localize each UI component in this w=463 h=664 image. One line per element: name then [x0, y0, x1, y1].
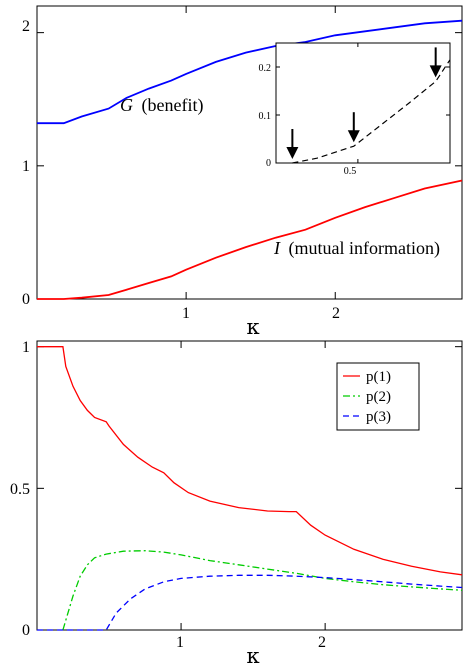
inset-arrow-head-0: [286, 147, 299, 159]
inset-ticks: [276, 43, 450, 164]
bottom-x-axis-title: κ: [246, 644, 259, 664]
bottom-y-tick-label-1: 1: [22, 339, 30, 356]
top-x-tick-label-1: 1: [182, 305, 190, 322]
bottom-series-p1: [37, 346, 463, 576]
top-series: [37, 19, 463, 300]
top-panel: 1 2 0 1 2 κ G (benefit) I (mutual inform…: [22, 5, 463, 339]
bottom-x-tick-label-1: 1: [176, 634, 184, 651]
top-y-tick-label-0: 0: [22, 291, 30, 308]
annotation-mi-symbol: I: [273, 238, 281, 258]
top-x-tick-label-2: 2: [332, 305, 340, 322]
inset-arrows: [286, 47, 442, 159]
bottom-series-p2: [62, 550, 463, 631]
inset-frame: [275, 42, 451, 164]
annotation-benefit: G (benefit): [120, 95, 203, 116]
legend: p(1) p(2) p(3): [336, 362, 420, 431]
legend-label-p3: p(3): [366, 409, 391, 425]
inset-series-0: [292, 59, 451, 164]
annotation-mi-text: (mutual information): [289, 238, 440, 259]
inset-series: [292, 59, 451, 164]
legend-label-p2: p(2): [366, 389, 391, 405]
bottom-y-tick-label-05: 0.5: [10, 481, 30, 498]
top-plot-frame: [36, 5, 463, 300]
inset-x-tick-label-0: 0.5: [344, 166, 357, 177]
inset-arrow-head-1: [347, 130, 360, 143]
bottom-x-tick-label-2: 2: [318, 634, 326, 651]
bottom-series: [37, 346, 463, 631]
inset-y-tick-label-0: 0: [266, 158, 271, 169]
top-series-g: [37, 19, 463, 125]
annotation-benefit-symbol: G: [120, 95, 133, 115]
bottom-series-p3: [37, 574, 463, 631]
legend-box: [336, 362, 420, 431]
top-y-tick-label-1: 1: [22, 158, 30, 175]
bottom-plot-frame: [36, 340, 463, 631]
top-series-i: [37, 179, 463, 300]
top-y-tick-label-2: 2: [22, 18, 30, 35]
bottom-y-tick-label-0: 0: [22, 622, 30, 639]
bottom-panel: 1 2 0 0.5 1 κ p(1) p(2) p(3): [10, 339, 463, 664]
top-x-axis-title: κ: [246, 315, 259, 339]
inset-y-tick-label-2: 0.2: [259, 63, 272, 74]
inset-y-tick-label-1: 0.1: [259, 111, 272, 122]
inset-chart: 0 0.1 0.2 0.5: [259, 42, 451, 177]
inset-arrow-head-2: [429, 65, 442, 78]
annotation-benefit-text: (benefit): [142, 95, 204, 116]
annotation-mutual-information: I (mutual information): [273, 238, 440, 259]
legend-label-p1: p(1): [366, 369, 391, 385]
